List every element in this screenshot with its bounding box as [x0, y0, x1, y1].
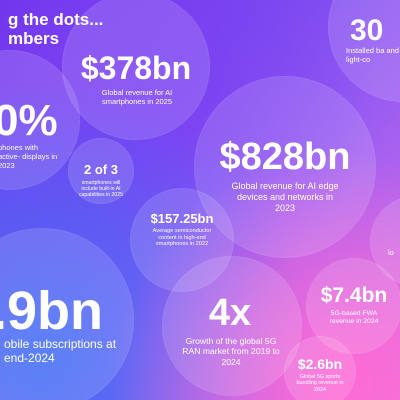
- bubble-157bn: [130, 188, 234, 292]
- bubble-7-4bn: [306, 258, 400, 354]
- stat-value-2-6bn: $2.6bn: [297, 356, 343, 372]
- stat-value-installed-base: 30: [350, 14, 384, 47]
- bubble-4x: [162, 256, 302, 396]
- bubble-2-6bn: [284, 336, 356, 400]
- stat-value-phones-percent: 0%: [0, 96, 58, 145]
- stat-caption-phones-percent: phones with active- displays in 2023: [0, 143, 58, 170]
- stat-value-4x: 4x: [208, 292, 252, 334]
- stat-caption-157bn: Average semiconductor content in high-en…: [152, 228, 212, 248]
- stat-caption-828bn: Global revenue for AI edge devices and n…: [231, 181, 339, 213]
- stat-value-378bn: $378bn: [80, 50, 192, 86]
- bubble-378bn: [62, 0, 210, 140]
- stat-caption-9bn: obile subscriptions at end-2024: [4, 337, 117, 365]
- stat-value-2-of-3: 2 of 3: [84, 162, 118, 177]
- header-line-2: mbers: [8, 29, 60, 48]
- stat-caption-installed-base: Installed ba and light-co: [346, 46, 399, 64]
- stat-value-157bn: $157.25bn: [150, 211, 214, 226]
- stat-caption-378bn: Global revenue for AI smartphones in 202…: [101, 88, 173, 106]
- header-line-1: g the dots...: [8, 10, 104, 29]
- stat-value-7-4bn: $7.4bn: [320, 284, 388, 307]
- stat-caption-lo: lo: [388, 248, 394, 257]
- stat-caption-2-6bn: Global 5G sports bundling revenue in 202…: [296, 374, 344, 393]
- stat-caption-2-of-3: smartphones will include built-in AI cap…: [78, 180, 124, 199]
- bubble-828bn: [194, 76, 376, 258]
- stat-caption-4x: Growth of the global 5G RAN market from …: [182, 336, 280, 367]
- stat-caption-7-4bn: 5G-based FWA revenue in 2024: [329, 310, 379, 326]
- bubble-2-of-3: [68, 138, 134, 204]
- stat-value-828bn: $828bn: [219, 136, 351, 178]
- stat-value-9bn: .9bn: [0, 281, 104, 341]
